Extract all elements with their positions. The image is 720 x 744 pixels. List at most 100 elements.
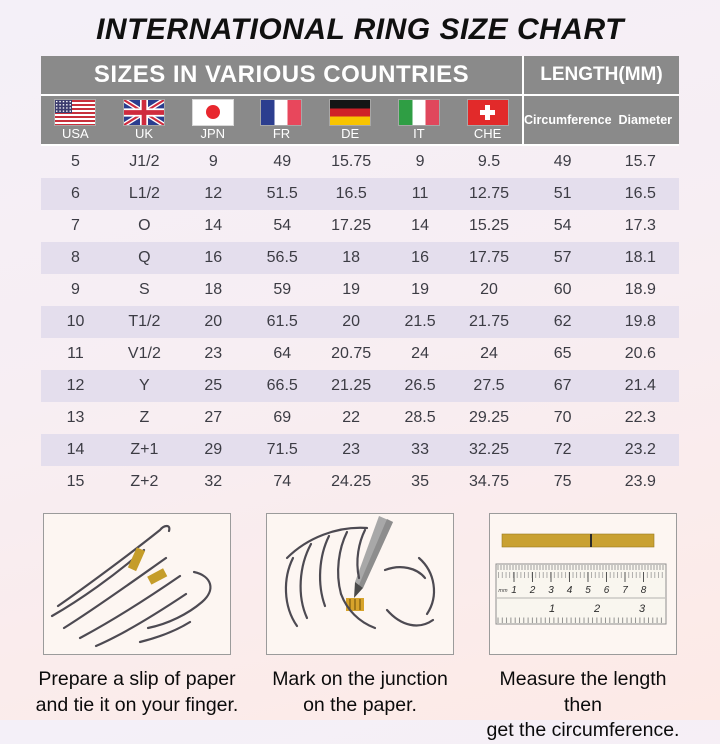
illustration-box-prepare-strip xyxy=(43,513,231,655)
size-cell: 59 xyxy=(273,281,292,298)
size-cell: 34.75 xyxy=(468,473,510,490)
country-code-che: CHE xyxy=(473,125,502,141)
country-code-it: IT xyxy=(413,125,425,141)
size-cell: 23.2 xyxy=(601,434,679,466)
size-cell: 74 xyxy=(273,473,292,490)
size-cell: Z+1 xyxy=(109,434,179,466)
ring-size-chart-page: INTERNATIONAL RING SIZE CHART SIZES IN V… xyxy=(36,13,680,741)
size-cell: 14 xyxy=(204,217,223,234)
size-cell: 20.75 xyxy=(331,345,372,362)
size-cell: 51 xyxy=(523,178,602,210)
caption-step-2: Mark on the junction on the paper. xyxy=(272,667,448,718)
size-table-body: 5 J1/2 9 49 15.75 9 9.5 49 15.7 6 L1/2 12 51.5 16.5 11… xyxy=(41,146,679,498)
size-cell: 69 xyxy=(273,409,292,426)
flag-cell-uk: UK xyxy=(124,99,165,141)
hand-marking-pen-illustration xyxy=(284,516,435,630)
ruler-cm-tick-label: 4 xyxy=(567,585,573,596)
table-row: 15 Z+2 32 74 24.25 35 34.75 75 23.9 xyxy=(41,466,679,498)
size-cell: 66.5 xyxy=(247,370,317,402)
size-cell: 22.3 xyxy=(624,409,656,426)
caption-line: Prepare a slip of paper xyxy=(38,668,236,690)
table-row: 9 S 18 59 19 19 20 60 18.9 xyxy=(41,274,679,306)
caption-line: on the paper. xyxy=(303,693,417,716)
size-cell: 14 xyxy=(411,217,429,234)
flag-cell-de: DE xyxy=(330,99,371,141)
size-cell: 49 xyxy=(553,153,572,170)
illustration-box-measure-length: mm 1 2 3 4 5 6 7 8 1 2 3 xyxy=(489,513,677,655)
size-cell: 5 xyxy=(71,153,80,170)
it-flag-icon xyxy=(398,99,439,125)
size-cell: 11 xyxy=(67,345,84,362)
size-cell: 19.8 xyxy=(601,306,679,338)
size-cell: 60 xyxy=(553,281,572,298)
size-cell: 16.5 xyxy=(601,178,679,210)
table-row: 10 T1/2 20 61.5 20 21.5 21.75 62 19.8 xyxy=(41,306,679,338)
size-cell: 15 xyxy=(66,473,85,490)
size-cell: 25 xyxy=(178,370,248,402)
ruler-cm-tick-label: 2 xyxy=(529,585,536,596)
size-cell: 19 xyxy=(342,281,361,298)
size-cell: 12.75 xyxy=(454,178,524,210)
ruler-inch-tick-label: 3 xyxy=(639,603,646,615)
size-cell: 20 xyxy=(316,306,386,338)
table-row: 12 Y 25 66.5 21.25 26.5 27.5 67 21.4 xyxy=(41,370,679,402)
length-subheaders: Circumference Diameter xyxy=(524,96,679,144)
table-header: SIZES IN VARIOUS COUNTRIES LENGTH(MM) US… xyxy=(41,56,679,146)
size-cell: 70 xyxy=(553,409,572,426)
hand-with-paper-strip-illustration xyxy=(50,524,212,648)
size-cell: 6 xyxy=(41,178,110,210)
size-cell: 18.9 xyxy=(624,281,656,298)
measuring-instructions: Prepare a slip of paper and tie it on yo… xyxy=(32,513,688,744)
size-cell: 20 xyxy=(480,281,498,298)
ruler-cm-tick-label: 6 xyxy=(604,585,610,596)
ruler-cm-tick-label: 1 xyxy=(511,585,517,596)
size-cell: 9 xyxy=(415,153,425,170)
page-title: INTERNATIONAL RING SIZE CHART xyxy=(96,13,624,46)
size-cell: 67 xyxy=(523,370,602,402)
size-cell: 20.6 xyxy=(624,345,656,362)
caption-step-3: Measure the length then get the circumfe… xyxy=(478,667,688,744)
circumference-column-label: Circumference xyxy=(524,113,612,127)
size-cell: 17.3 xyxy=(624,217,656,234)
flag-cell-it: IT xyxy=(398,99,439,141)
fr-flag-icon xyxy=(261,99,302,125)
table-row: 7 O 14 54 17.25 14 15.25 54 17.3 xyxy=(41,210,679,242)
size-cell: 75 xyxy=(553,473,572,490)
country-code-de: DE xyxy=(341,125,360,141)
size-cell: 17.75 xyxy=(454,242,524,274)
size-cell: 21.75 xyxy=(454,306,524,338)
size-cell: 20 xyxy=(178,306,248,338)
ruler-cm-tick-label: 5 xyxy=(585,585,591,596)
instruction-step-2: Mark on the junction on the paper. xyxy=(255,513,465,744)
flag-cell-usa: USA xyxy=(55,99,96,141)
size-cell: 27 xyxy=(204,409,223,426)
uk-flag-icon xyxy=(124,99,165,125)
header-length-label: LENGTH(MM) xyxy=(524,56,679,94)
size-cell: 16 xyxy=(178,242,248,274)
header-sizes-label: SIZES IN VARIOUS COUNTRIES xyxy=(41,56,522,94)
size-cell: Y xyxy=(109,370,179,402)
ruler-cm-tick-label: 7 xyxy=(622,585,628,596)
size-cell: 16.5 xyxy=(316,178,386,210)
size-cell: V1/2 xyxy=(127,345,161,362)
size-cell: 12 xyxy=(178,178,248,210)
ruler-inch-tick-label: 1 xyxy=(549,603,555,615)
country-code-uk: UK xyxy=(135,125,154,141)
size-cell: 17.25 xyxy=(331,217,372,234)
size-cell: 12 xyxy=(41,370,110,402)
size-cell: 24.25 xyxy=(331,473,372,490)
ruler-inch-tick-label: 2 xyxy=(593,603,600,615)
size-cell: 18 xyxy=(316,242,386,274)
size-cell: 9 xyxy=(208,153,218,170)
size-cell: 32 xyxy=(204,473,223,490)
size-cell: 26.5 xyxy=(385,370,455,402)
size-cell: 54 xyxy=(273,217,292,234)
country-code-jpn: JPN xyxy=(200,125,226,141)
size-cell: S xyxy=(139,281,150,298)
size-cell: 24 xyxy=(411,345,429,362)
table-row: 14 Z+1 29 71.5 23 33 32.25 72 23.2 xyxy=(41,434,679,466)
size-cell: 23.9 xyxy=(624,473,656,490)
size-cell: 16 xyxy=(385,242,455,274)
size-cell: 22 xyxy=(342,409,361,426)
diameter-column-label: Diameter xyxy=(618,113,673,127)
